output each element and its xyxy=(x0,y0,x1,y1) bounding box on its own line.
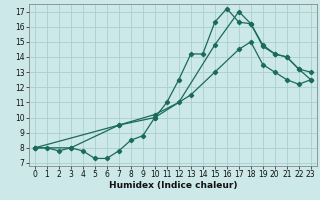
X-axis label: Humidex (Indice chaleur): Humidex (Indice chaleur) xyxy=(108,181,237,190)
